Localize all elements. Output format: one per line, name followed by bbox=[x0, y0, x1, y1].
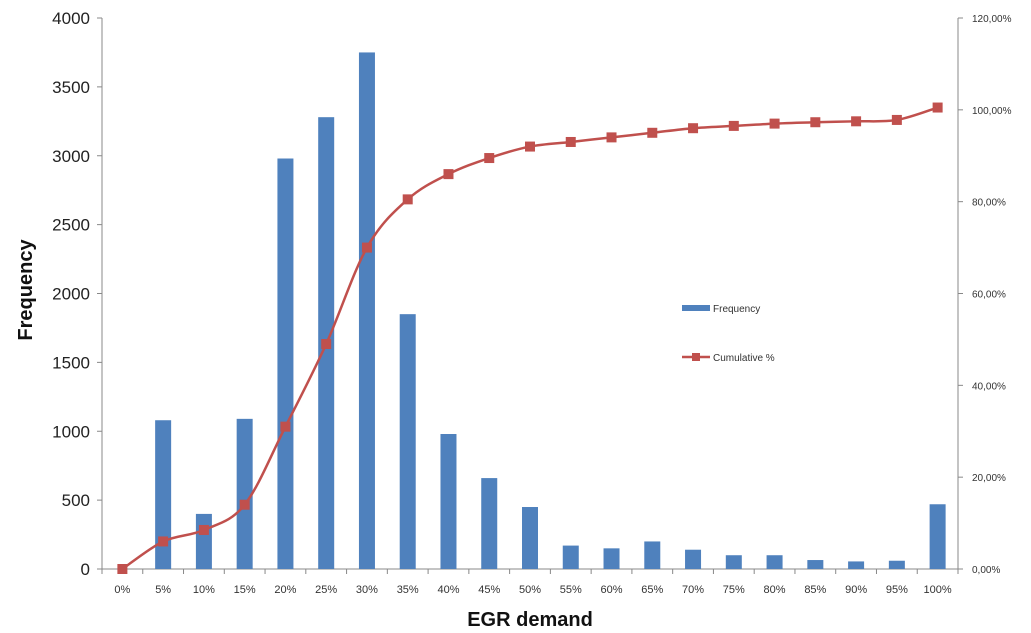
left-tick-label: 2000 bbox=[52, 285, 90, 304]
right-tick-label: 40,00% bbox=[972, 381, 1006, 392]
legend-swatch-frequency bbox=[682, 305, 710, 311]
x-tick-label: 25% bbox=[315, 584, 337, 596]
x-tick-label: 55% bbox=[560, 584, 582, 596]
cumulative-line-path bbox=[121, 106, 938, 571]
right-tick-label: 80,00% bbox=[972, 198, 1006, 209]
left-tick-label: 3500 bbox=[52, 78, 90, 97]
right-tick-label: 120,00% bbox=[972, 14, 1012, 25]
left-tick-label: 1000 bbox=[52, 422, 90, 441]
frequency-bar bbox=[725, 555, 742, 569]
x-tick-label: 30% bbox=[356, 584, 378, 596]
frequency-bar bbox=[522, 507, 538, 569]
axes bbox=[101, 18, 959, 570]
frequency-bar bbox=[195, 513, 212, 569]
x-tick-label: 20% bbox=[274, 584, 296, 596]
x-tick-label: 45% bbox=[478, 584, 500, 596]
left-tick-label: 2500 bbox=[52, 216, 90, 235]
x-tick-label: 65% bbox=[641, 584, 663, 596]
x-tick-label: 85% bbox=[804, 584, 826, 596]
frequency-bar bbox=[358, 52, 375, 569]
x-tick-label: 60% bbox=[601, 584, 623, 596]
x-axis-ticks: 0% 5% 10% 15% 20% 25% 30% 35% 40% 45% 50% 55% 60% 65%… bbox=[101, 569, 959, 596]
cumulative-point bbox=[280, 421, 291, 432]
x-tick-label: 75% bbox=[723, 584, 745, 596]
legend-swatch-cumulative-marker bbox=[692, 353, 700, 361]
right-axis-ticks: 0,00% 20,00% 40,00% 60,00% 80,00% 100,00% 120,… bbox=[958, 14, 1012, 576]
frequency-bar bbox=[236, 418, 253, 569]
frequency-bar bbox=[766, 555, 783, 569]
x-tick-label: 5% bbox=[155, 584, 171, 596]
x-tick-label: 50% bbox=[519, 584, 541, 596]
frequency-bar bbox=[888, 560, 905, 569]
x-tick-label: 80% bbox=[764, 584, 786, 596]
frequency-bar bbox=[644, 541, 661, 569]
cumulative-point bbox=[688, 123, 699, 134]
cumulative-line bbox=[117, 102, 943, 574]
right-tick-label: 100,00% bbox=[972, 106, 1012, 117]
x-tick-label: 100% bbox=[924, 584, 952, 596]
cumulative-point bbox=[158, 536, 169, 547]
cumulative-point bbox=[606, 132, 617, 143]
frequency-bar bbox=[399, 314, 416, 569]
frequency-bar bbox=[481, 478, 498, 569]
frequency-bar bbox=[440, 434, 457, 569]
cumulative-point bbox=[402, 194, 413, 205]
left-axis-ticks: 0 500 1000 1500 2000 2500 3000 3500 4000 bbox=[52, 9, 102, 579]
cumulative-point bbox=[647, 127, 658, 138]
cumulative-point bbox=[565, 136, 576, 147]
cumulative-point bbox=[484, 153, 495, 164]
x-tick-label: 0% bbox=[114, 584, 130, 596]
left-tick-label: 4000 bbox=[52, 9, 90, 28]
legend-label-frequency: Frequency bbox=[713, 304, 760, 315]
left-tick-label: 0 bbox=[81, 560, 90, 579]
cumulative-point bbox=[851, 116, 862, 127]
frequency-bar bbox=[685, 549, 702, 569]
right-tick-label: 0,00% bbox=[972, 565, 1000, 576]
cumulative-point bbox=[728, 120, 739, 131]
frequency-bar bbox=[807, 560, 824, 569]
y-axis-title: Frequency bbox=[15, 239, 37, 341]
frequency-bars bbox=[155, 52, 946, 570]
right-tick-label: 20,00% bbox=[972, 473, 1006, 484]
cumulative-point bbox=[198, 524, 209, 535]
cumulative-point bbox=[117, 564, 128, 574]
x-axis-title: EGR demand bbox=[467, 609, 593, 631]
cumulative-point bbox=[361, 242, 372, 253]
frequency-bar bbox=[603, 548, 620, 569]
x-tick-label: 15% bbox=[234, 584, 256, 596]
cumulative-point bbox=[443, 169, 454, 180]
right-tick-label: 60,00% bbox=[972, 290, 1006, 301]
x-tick-label: 95% bbox=[886, 584, 908, 596]
x-tick-label: 90% bbox=[845, 584, 867, 596]
x-tick-label: 10% bbox=[193, 584, 215, 596]
left-tick-label: 3000 bbox=[52, 147, 90, 166]
cumulative-point bbox=[891, 114, 902, 125]
legend: Frequency Cumulative % bbox=[682, 304, 775, 364]
cumulative-point bbox=[810, 117, 821, 128]
left-tick-label: 500 bbox=[62, 491, 90, 510]
cumulative-point bbox=[525, 141, 535, 152]
frequency-bar bbox=[562, 545, 579, 569]
cumulative-point bbox=[932, 102, 943, 113]
frequency-bar bbox=[155, 420, 172, 569]
x-tick-label: 70% bbox=[682, 584, 704, 596]
frequency-bar bbox=[277, 158, 294, 569]
x-tick-label: 35% bbox=[397, 584, 419, 596]
frequency-bar bbox=[929, 504, 946, 569]
x-tick-label: 40% bbox=[437, 584, 459, 596]
cumulative-point bbox=[321, 339, 332, 350]
frequency-bar bbox=[848, 561, 865, 569]
legend-label-cumulative: Cumulative % bbox=[713, 353, 775, 364]
left-tick-label: 1500 bbox=[52, 353, 90, 372]
cumulative-point bbox=[769, 118, 780, 129]
cumulative-point bbox=[239, 499, 250, 510]
